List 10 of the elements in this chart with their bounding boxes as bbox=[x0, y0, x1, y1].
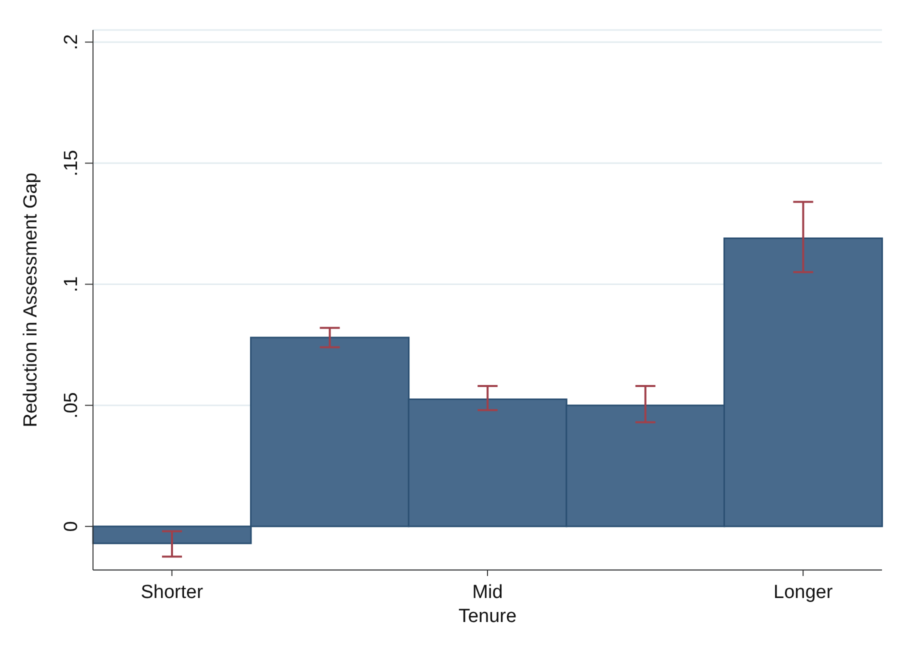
x-tick-label: Mid bbox=[472, 582, 503, 603]
x-axis-title: Tenure bbox=[458, 606, 517, 627]
y-tick-label: .05 bbox=[61, 392, 82, 419]
x-tick-label: Longer bbox=[774, 582, 834, 603]
y-tick-label: 0 bbox=[61, 521, 82, 532]
y-tick-label: .1 bbox=[61, 276, 82, 292]
y-axis-title: Reduction in Assessment Gap bbox=[20, 172, 42, 428]
y-tick-label: .2 bbox=[61, 34, 82, 50]
x-tick-label: Shorter bbox=[140, 582, 204, 603]
y-tick-label: .15 bbox=[61, 150, 82, 176]
